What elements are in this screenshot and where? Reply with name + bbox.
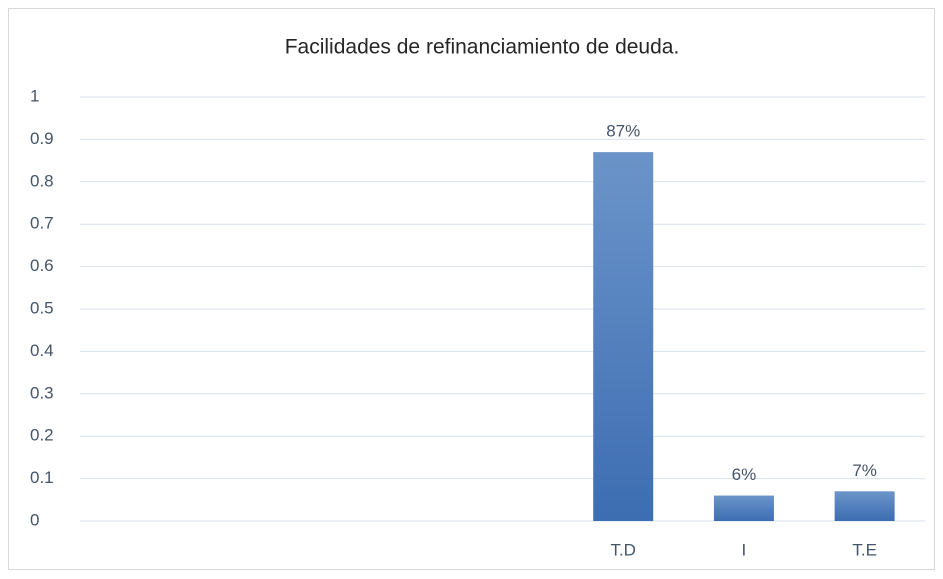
y-tick-label: 0.5 <box>30 298 54 317</box>
y-tick-label: 0.9 <box>30 129 54 148</box>
y-tick-label: 0.2 <box>30 426 54 445</box>
bar <box>713 495 774 521</box>
y-tick-label: 0.4 <box>30 341 54 360</box>
y-tick-label: 0.7 <box>30 214 54 233</box>
x-tick-label: T.D <box>610 540 636 559</box>
x-tick-label: I <box>742 540 747 559</box>
x-tick-label: T.E <box>852 540 877 559</box>
data-label: 87% <box>606 122 640 141</box>
chart-border <box>8 8 935 570</box>
chart-title: Facilidades de refinanciamiento de deuda… <box>285 36 680 59</box>
data-label: 7% <box>852 461 877 480</box>
y-tick-label: 0.1 <box>30 468 54 487</box>
data-label: 6% <box>732 465 757 484</box>
y-tick-label: 0 <box>30 510 39 529</box>
bar <box>593 152 654 521</box>
y-tick-label: 0.8 <box>30 171 54 190</box>
bar <box>834 491 895 521</box>
y-tick-label: 1 <box>30 86 39 105</box>
y-tick-label: 0.3 <box>30 383 54 402</box>
y-tick-label: 0.6 <box>30 256 54 275</box>
